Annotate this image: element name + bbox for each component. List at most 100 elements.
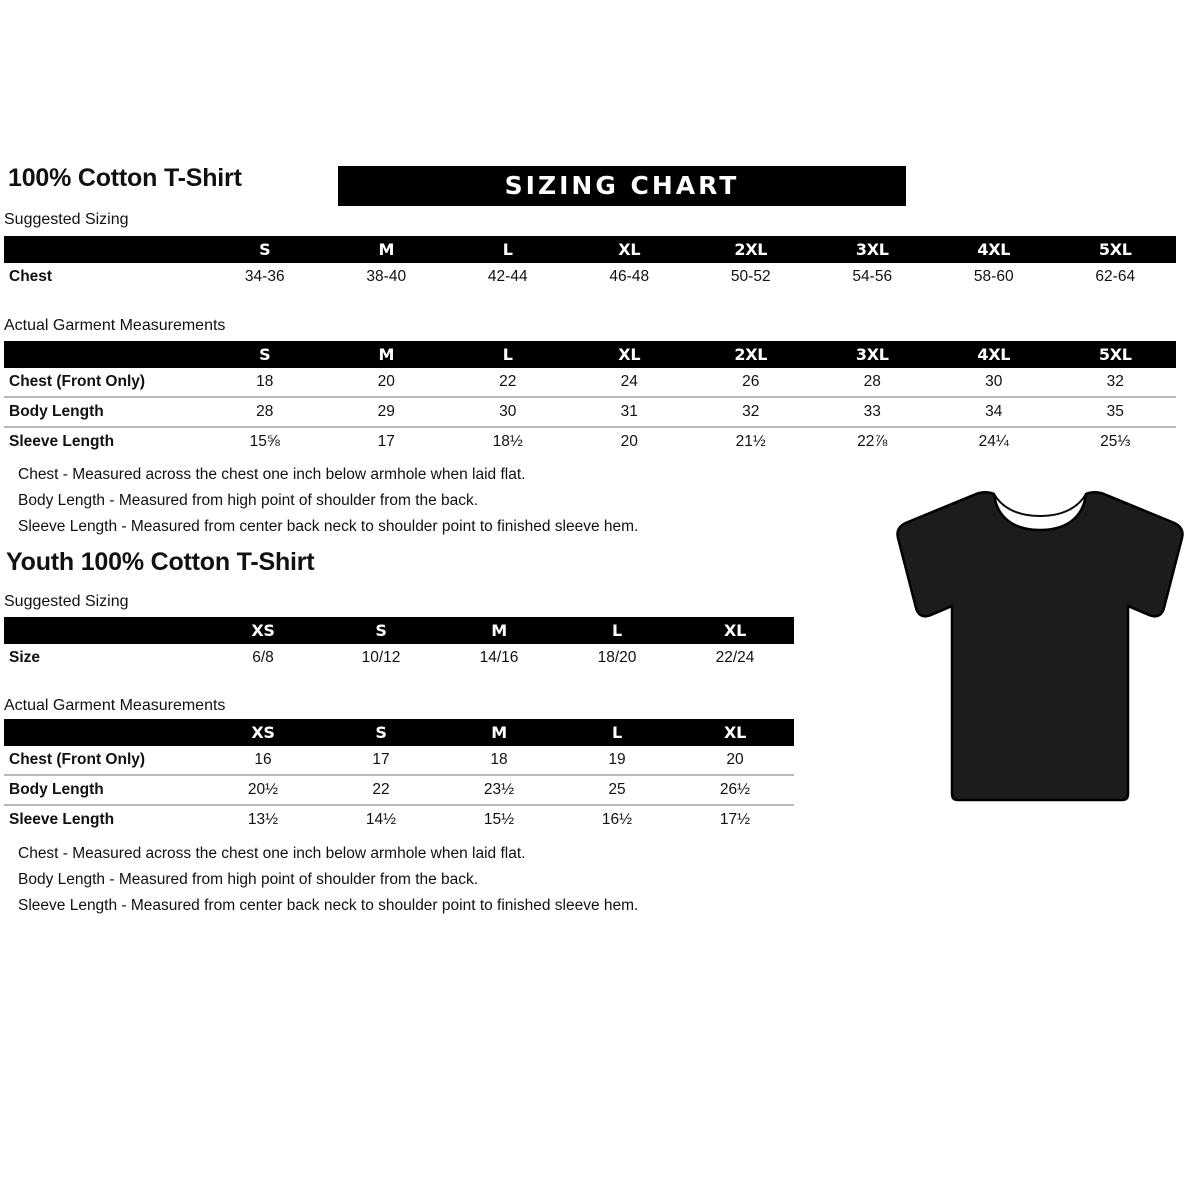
table-body: Size 6/8 10/12 14/16 18/20 22/24 bbox=[4, 644, 794, 672]
cell-sleevelength-xl: 20 bbox=[568, 426, 690, 456]
adult-actual-measurements-label: Actual Garment Measurements bbox=[4, 317, 226, 334]
cell-sleevelength-2xl: 21½ bbox=[690, 426, 812, 456]
cell-chest-m: 38-40 bbox=[325, 263, 447, 291]
table-row: Chest (Front Only) 18 20 22 24 26 28 30 … bbox=[4, 368, 1176, 397]
cell-chest-5xl: 62-64 bbox=[1054, 263, 1176, 291]
cell-size-xs: 6/8 bbox=[204, 644, 322, 672]
table-header-row: XS S M L XL bbox=[4, 719, 794, 746]
cell-size-xl: 22/24 bbox=[676, 644, 794, 672]
cell-bodylength-xs: 20½ bbox=[204, 774, 322, 805]
column-header-xs: XS bbox=[204, 617, 322, 644]
column-header-xl: XL bbox=[568, 341, 690, 368]
row-label-chest: Chest bbox=[4, 263, 204, 291]
column-header-m: M bbox=[325, 341, 447, 368]
column-header-rowlabel bbox=[4, 236, 204, 263]
cell-chestfront-s: 18 bbox=[204, 368, 326, 397]
cell-chest-l: 42-44 bbox=[447, 263, 569, 291]
sizing-chart-banner: SIZING CHART bbox=[338, 166, 906, 206]
column-header-s: S bbox=[204, 341, 326, 368]
cell-bodylength-m: 23½ bbox=[440, 774, 558, 805]
cell-bodylength-3xl: 33 bbox=[811, 396, 933, 427]
column-header-4xl: 4XL bbox=[933, 236, 1055, 263]
table-header-row: S M L XL 2XL 3XL 4XL 5XL bbox=[4, 236, 1176, 263]
table-header: XS S M L XL bbox=[4, 617, 794, 644]
cell-chestfront-3xl: 28 bbox=[811, 368, 933, 397]
cell-chestfront-xl: 20 bbox=[676, 746, 794, 775]
cell-bodylength-s: 22 bbox=[322, 774, 440, 805]
cell-bodylength-5xl: 35 bbox=[1054, 396, 1176, 427]
column-header-s: S bbox=[204, 236, 326, 263]
cell-bodylength-s: 28 bbox=[204, 396, 326, 427]
column-header-2xl: 2XL bbox=[690, 236, 812, 263]
column-header-xl: XL bbox=[676, 617, 794, 644]
column-header-m: M bbox=[325, 236, 447, 263]
table-body: Chest (Front Only) 16 17 18 19 20 Body L… bbox=[4, 746, 794, 834]
row-label-size: Size bbox=[4, 644, 204, 672]
note-chest: Chest - Measured across the chest one in… bbox=[18, 466, 526, 483]
black-tshirt-front-icon bbox=[896, 490, 1184, 802]
column-header-xl: XL bbox=[676, 719, 794, 746]
column-header-5xl: 5XL bbox=[1054, 341, 1176, 368]
note-chest: Chest - Measured across the chest one in… bbox=[18, 845, 526, 862]
column-header-xl: XL bbox=[568, 236, 690, 263]
cell-bodylength-l: 30 bbox=[447, 396, 569, 427]
column-header-l: L bbox=[447, 341, 569, 368]
cell-chest-s: 34-36 bbox=[204, 263, 326, 291]
row-label-body-length: Body Length bbox=[4, 396, 204, 427]
cell-chestfront-5xl: 32 bbox=[1054, 368, 1176, 397]
table-body: Chest 34-36 38-40 42-44 46-48 50-52 54-5… bbox=[4, 263, 1176, 291]
cell-bodylength-4xl: 34 bbox=[933, 396, 1055, 427]
cell-bodylength-xl: 31 bbox=[568, 396, 690, 427]
cell-sleevelength-m: 17 bbox=[325, 426, 447, 456]
note-body-length: Body Length - Measured from high point o… bbox=[18, 492, 479, 509]
column-header-rowlabel bbox=[4, 617, 204, 644]
table-row: Chest (Front Only) 16 17 18 19 20 bbox=[4, 746, 794, 775]
column-header-rowlabel bbox=[4, 719, 204, 746]
column-header-5xl: 5XL bbox=[1054, 236, 1176, 263]
cell-chestfront-l: 19 bbox=[558, 746, 676, 775]
cell-size-m: 14/16 bbox=[440, 644, 558, 672]
column-header-m: M bbox=[440, 719, 558, 746]
table-row: Size 6/8 10/12 14/16 18/20 22/24 bbox=[4, 644, 794, 672]
adult-suggested-sizing-label: Suggested Sizing bbox=[4, 211, 129, 228]
cell-chestfront-m: 18 bbox=[440, 746, 558, 775]
cell-sleevelength-l: 18½ bbox=[447, 426, 569, 456]
cell-chest-4xl: 58-60 bbox=[933, 263, 1055, 291]
cell-sleevelength-s: 14½ bbox=[322, 804, 440, 834]
note-body-length: Body Length - Measured from high point o… bbox=[18, 871, 479, 888]
row-label-sleeve-length: Sleeve Length bbox=[4, 426, 204, 456]
adult-measurement-notes: Chest - Measured across the chest one in… bbox=[18, 462, 638, 540]
note-sleeve-length: Sleeve Length - Measured from center bac… bbox=[18, 518, 639, 535]
column-header-xs: XS bbox=[204, 719, 322, 746]
cell-chest-2xl: 50-52 bbox=[690, 263, 812, 291]
youth-suggested-sizing-label: Suggested Sizing bbox=[4, 593, 129, 610]
row-label-body-length: Body Length bbox=[4, 774, 204, 805]
table-header: XS S M L XL bbox=[4, 719, 794, 746]
cell-bodylength-l: 25 bbox=[558, 774, 676, 805]
cell-sleevelength-3xl: 22⅞ bbox=[811, 426, 933, 456]
cell-chestfront-s: 17 bbox=[322, 746, 440, 775]
cell-chestfront-2xl: 26 bbox=[690, 368, 812, 397]
cell-chest-xl: 46-48 bbox=[568, 263, 690, 291]
table-header-row: S M L XL 2XL 3XL 4XL 5XL bbox=[4, 341, 1176, 368]
youth-actual-measurements-label: Actual Garment Measurements bbox=[4, 697, 226, 714]
table-header: S M L XL 2XL 3XL 4XL 5XL bbox=[4, 341, 1176, 368]
table-header-row: XS S M L XL bbox=[4, 617, 794, 644]
adult-suggested-sizing-table: S M L XL 2XL 3XL 4XL 5XL Chest 34-36 38-… bbox=[4, 236, 1176, 291]
cell-chestfront-l: 22 bbox=[447, 368, 569, 397]
cell-sleevelength-5xl: 25⅓ bbox=[1054, 426, 1176, 456]
row-label-chest-front-only: Chest (Front Only) bbox=[4, 746, 204, 775]
column-header-m: M bbox=[440, 617, 558, 644]
row-label-sleeve-length: Sleeve Length bbox=[4, 804, 204, 834]
youth-measurement-notes: Chest - Measured across the chest one in… bbox=[18, 841, 638, 919]
youth-actual-measurements-table: XS S M L XL Chest (Front Only) 16 17 18 … bbox=[4, 719, 794, 834]
column-header-2xl: 2XL bbox=[690, 341, 812, 368]
table-row: Body Length 20½ 22 23½ 25 26½ bbox=[4, 774, 794, 805]
table-row: Sleeve Length 15⅝ 17 18½ 20 21½ 22⅞ 24¼ … bbox=[4, 426, 1176, 456]
table-row: Sleeve Length 13½ 14½ 15½ 16½ 17½ bbox=[4, 804, 794, 834]
cell-sleevelength-s: 15⅝ bbox=[204, 426, 326, 456]
cell-sleevelength-xl: 17½ bbox=[676, 804, 794, 834]
column-header-rowlabel bbox=[4, 341, 204, 368]
column-header-s: S bbox=[322, 617, 440, 644]
